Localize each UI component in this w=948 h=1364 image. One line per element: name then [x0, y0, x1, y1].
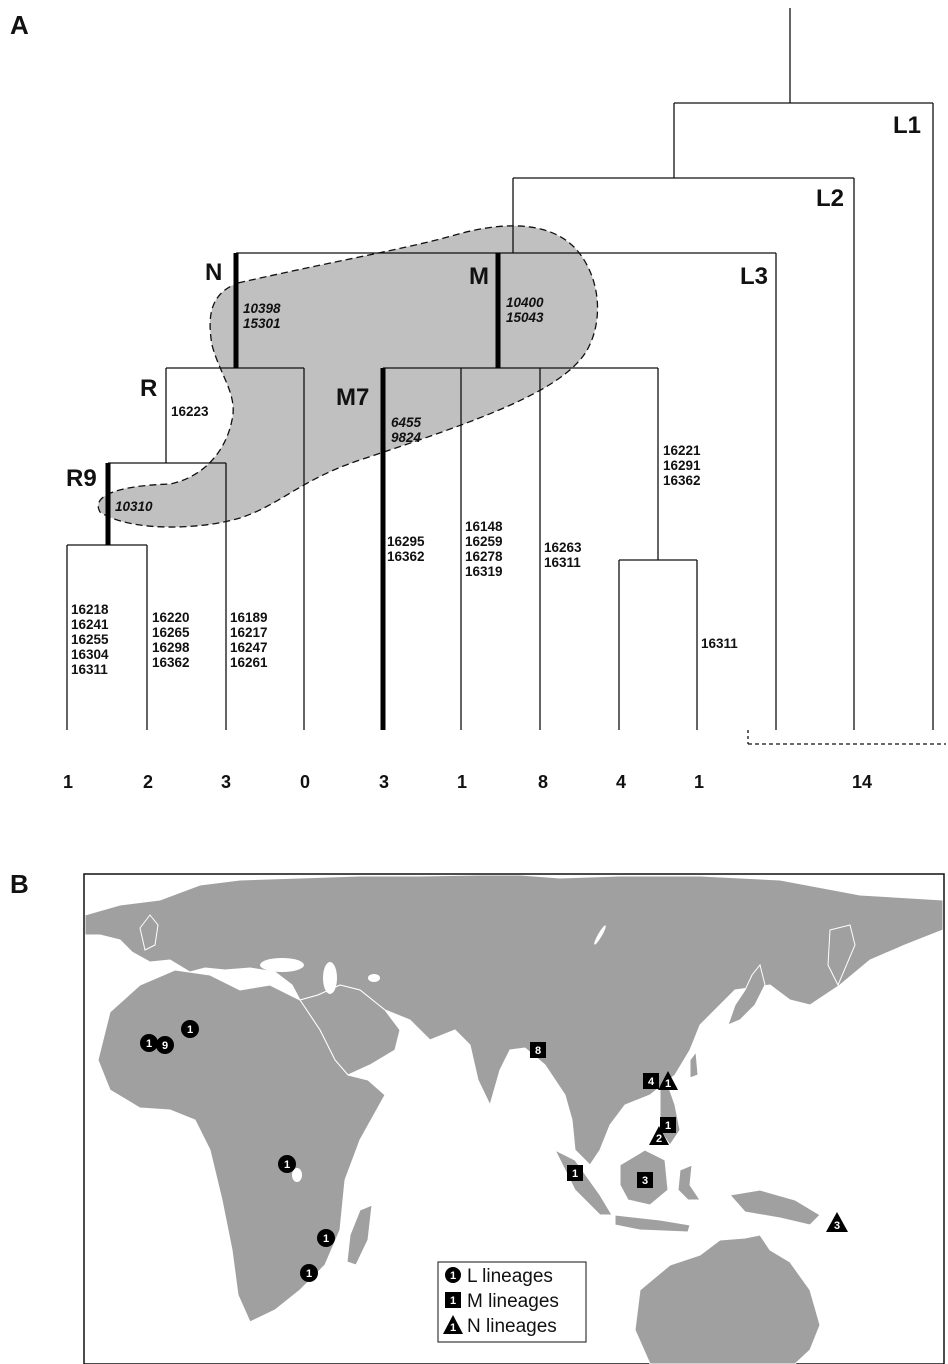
marker-m: 3 [637, 1172, 653, 1188]
marker-m: 1 [567, 1165, 583, 1181]
legend-label-n: N lineages [467, 1316, 557, 1337]
mutations-leaf-r-3: 16189 16217 16247 16261 [230, 610, 271, 670]
marker-l: 1 [181, 1020, 199, 1038]
leaf-count: 1 [694, 772, 704, 792]
clade-label-m: M [469, 263, 489, 290]
mutations-m: 10400 15043 [506, 295, 547, 325]
svg-text:1: 1 [146, 1038, 152, 1050]
black-sea [260, 958, 304, 972]
clade-label-l3: L3 [740, 263, 768, 290]
leaf-count: 4 [616, 772, 626, 792]
map-legend: 1 L lineages 1 M lineages 1 N lineages [438, 1262, 586, 1342]
svg-text:1: 1 [323, 1233, 329, 1245]
svg-text:1: 1 [306, 1268, 312, 1280]
svg-text:1: 1 [450, 1322, 456, 1334]
leaf-count: 0 [300, 772, 310, 792]
clade-label-r: R [140, 375, 157, 402]
mutations-r: 16223 [171, 404, 209, 419]
clade-label-n: N [205, 259, 222, 286]
marker-l: 1 [140, 1034, 158, 1052]
mutations-m-branch-1: 16148 16259 16278 16319 [465, 519, 506, 579]
panel-b-label: B [10, 869, 29, 899]
mutations-m7-stem: 16295 16362 [387, 534, 428, 564]
mutations-r9: 10310 [115, 499, 153, 514]
clade-label-m7: M7 [336, 384, 369, 411]
svg-text:3: 3 [834, 1220, 840, 1232]
svg-text:1: 1 [450, 1295, 456, 1307]
clade-label-l1: L1 [893, 112, 921, 139]
mutations-m-branch-3: 16221 16291 16362 [663, 443, 704, 488]
caspian-sea [323, 962, 337, 994]
mutations-m7: 6455 9824 [391, 415, 425, 445]
shaded-region-nm [98, 226, 597, 527]
leaf-count: 14 [852, 772, 872, 792]
mutations-leaf-r9-2: 16220 16265 16298 16362 [152, 610, 193, 670]
legend-label-l: L lineages [467, 1266, 553, 1287]
mutations-m-branch-2: 16263 16311 [544, 540, 585, 570]
marker-m: 1 [660, 1117, 676, 1133]
clade-label-l2: L2 [816, 185, 844, 212]
marker-l: 1 [317, 1229, 335, 1247]
svg-text:1: 1 [450, 1270, 456, 1282]
mutations-leaf-r9-1: 16218 16241 16255 16304 16311 [71, 602, 112, 677]
leaf-count: 3 [379, 772, 389, 792]
svg-text:4: 4 [648, 1076, 655, 1088]
panel-a-label: A [10, 10, 29, 40]
svg-text:1: 1 [572, 1168, 578, 1180]
leaf-count: 3 [221, 772, 231, 792]
aral-sea [368, 974, 380, 982]
svg-text:1: 1 [284, 1159, 290, 1171]
leaf-counts: 1 2 3 0 3 1 8 4 1 14 [63, 772, 872, 792]
marker-l: 1 [278, 1155, 296, 1173]
svg-text:2: 2 [656, 1133, 662, 1145]
marker-l: 9 [156, 1036, 174, 1054]
svg-text:1: 1 [187, 1024, 193, 1036]
leaf-count: 2 [143, 772, 153, 792]
svg-text:9: 9 [162, 1040, 168, 1052]
svg-text:1: 1 [665, 1078, 671, 1090]
marker-m: 8 [530, 1042, 546, 1058]
marker-l: 1 [300, 1264, 318, 1282]
mutations-m-branch-3-sub: 16311 [701, 636, 738, 651]
marker-m: 4 [643, 1073, 659, 1089]
svg-text:3: 3 [642, 1175, 648, 1187]
svg-text:8: 8 [535, 1045, 541, 1057]
leaf-count: 8 [538, 772, 548, 792]
svg-text:1: 1 [665, 1120, 671, 1132]
legend-label-m: M lineages [467, 1291, 559, 1312]
clade-label-r9: R9 [66, 465, 97, 492]
leaf-count: 1 [457, 772, 467, 792]
map: 1 1 9 1 1 1 8 [84, 874, 944, 1364]
leaf-count: 1 [63, 772, 73, 792]
mutations-n: 10398 15301 [243, 301, 284, 331]
